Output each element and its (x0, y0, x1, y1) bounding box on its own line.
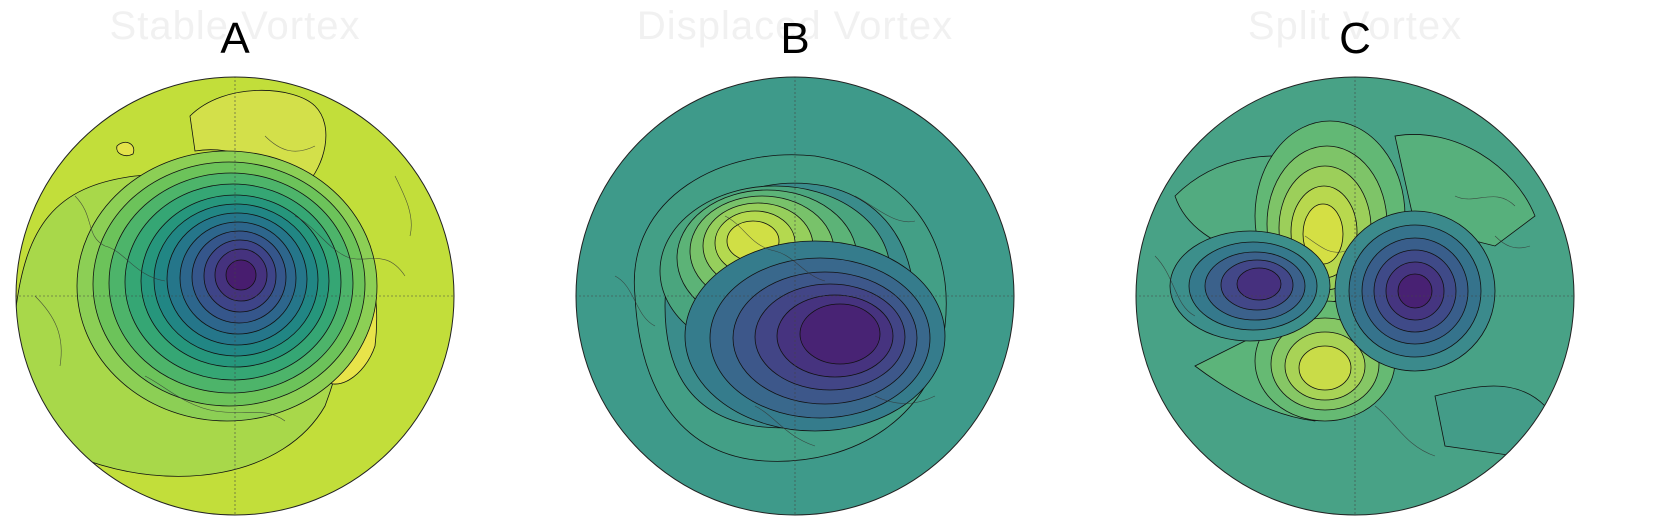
panel-c: Split Vortex C (1135, 0, 1575, 532)
polar-map-c (1135, 76, 1575, 516)
panel-b-title: Displaced Vortex (636, 4, 954, 48)
panel-a-title: Stable Vortex (109, 4, 361, 48)
panel-b: Displaced Vortex B (575, 0, 1015, 532)
panel-c-letter: C (1339, 14, 1371, 63)
panel-a: Stable Vortex A (15, 0, 455, 532)
panel-b-letter: B (780, 14, 810, 63)
polar-map-a (15, 76, 455, 516)
panel-a-letter: A (220, 14, 250, 63)
panel-c-title: Split Vortex (1247, 4, 1463, 48)
polar-map-b (575, 76, 1015, 516)
